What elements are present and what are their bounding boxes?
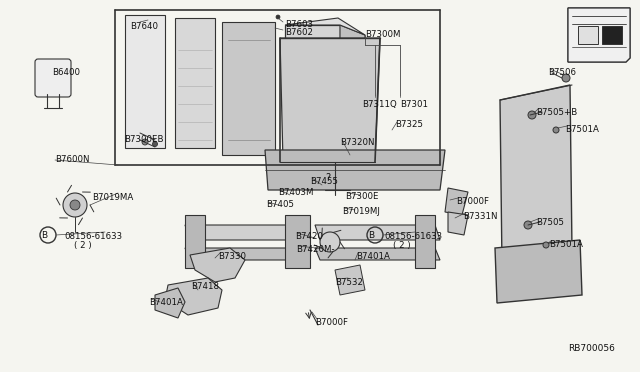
Polygon shape (568, 8, 630, 62)
Polygon shape (185, 248, 310, 260)
Text: B7640: B7640 (130, 22, 158, 31)
Text: B7000F: B7000F (315, 318, 348, 327)
Bar (578, 26, 598, 44)
Text: 08156-61633: 08156-61633 (384, 232, 442, 241)
Text: B7420M-: B7420M- (296, 245, 335, 254)
Polygon shape (445, 188, 468, 215)
Circle shape (276, 15, 280, 19)
Text: B7532: B7532 (335, 278, 363, 287)
Polygon shape (315, 248, 440, 260)
Text: B7300M: B7300M (365, 30, 401, 39)
Polygon shape (285, 18, 365, 35)
Text: B7405: B7405 (266, 200, 294, 209)
Text: B7300E: B7300E (345, 192, 378, 201)
Circle shape (63, 193, 87, 217)
Text: B7311Q: B7311Q (362, 100, 397, 109)
Polygon shape (265, 150, 445, 190)
Text: B7501A: B7501A (565, 125, 599, 134)
Text: 08156-61633: 08156-61633 (64, 232, 122, 241)
FancyBboxPatch shape (35, 59, 71, 97)
Polygon shape (500, 85, 572, 265)
Text: RB700056: RB700056 (568, 344, 615, 353)
Text: B7506: B7506 (548, 68, 576, 77)
Circle shape (528, 111, 536, 119)
Circle shape (524, 221, 532, 229)
Text: B7331N: B7331N (463, 212, 497, 221)
Polygon shape (155, 288, 185, 318)
Text: B7401A: B7401A (149, 298, 183, 307)
Polygon shape (285, 25, 340, 158)
Polygon shape (175, 18, 215, 148)
Text: B7330: B7330 (218, 252, 246, 261)
Text: B7600N: B7600N (55, 155, 90, 164)
Text: B7019MJ: B7019MJ (342, 207, 380, 216)
Bar (602, 26, 622, 44)
Polygon shape (165, 278, 222, 315)
Polygon shape (222, 22, 275, 155)
Circle shape (553, 127, 559, 133)
Polygon shape (285, 215, 310, 268)
Circle shape (562, 74, 570, 82)
Polygon shape (495, 240, 582, 303)
Circle shape (142, 139, 148, 145)
Text: B7505: B7505 (536, 218, 564, 227)
Text: ( 2 ): ( 2 ) (393, 241, 411, 250)
Text: B7320N: B7320N (340, 138, 374, 147)
Polygon shape (335, 265, 365, 295)
Text: B7505+B: B7505+B (536, 108, 577, 117)
Polygon shape (415, 215, 435, 268)
Text: B7401A: B7401A (356, 252, 390, 261)
Polygon shape (280, 38, 380, 162)
Text: ( 2 ): ( 2 ) (74, 241, 92, 250)
Polygon shape (448, 212, 468, 235)
Text: B7300EB: B7300EB (124, 135, 163, 144)
Text: B7325: B7325 (395, 120, 423, 129)
Polygon shape (125, 15, 165, 148)
Polygon shape (185, 215, 205, 268)
Text: B7301: B7301 (400, 100, 428, 109)
Text: B7455: B7455 (310, 177, 338, 186)
Text: B: B (368, 231, 374, 240)
Polygon shape (568, 8, 630, 62)
Circle shape (152, 141, 157, 147)
Polygon shape (190, 248, 245, 282)
Text: B7403M: B7403M (278, 188, 314, 197)
Circle shape (320, 232, 340, 252)
Circle shape (543, 242, 549, 248)
Text: B7603: B7603 (285, 20, 313, 29)
Text: B: B (41, 231, 47, 240)
Text: B7501A: B7501A (549, 240, 583, 249)
Polygon shape (185, 225, 310, 240)
Text: B7019MA: B7019MA (92, 193, 133, 202)
Text: B7418: B7418 (191, 282, 219, 291)
Text: B7602: B7602 (285, 28, 313, 37)
Text: B7420: B7420 (295, 232, 323, 241)
Text: ?: ? (325, 173, 330, 183)
Text: B6400: B6400 (52, 68, 80, 77)
Text: B7000F: B7000F (456, 197, 489, 206)
Polygon shape (315, 225, 440, 240)
Circle shape (70, 200, 80, 210)
Polygon shape (340, 25, 365, 158)
